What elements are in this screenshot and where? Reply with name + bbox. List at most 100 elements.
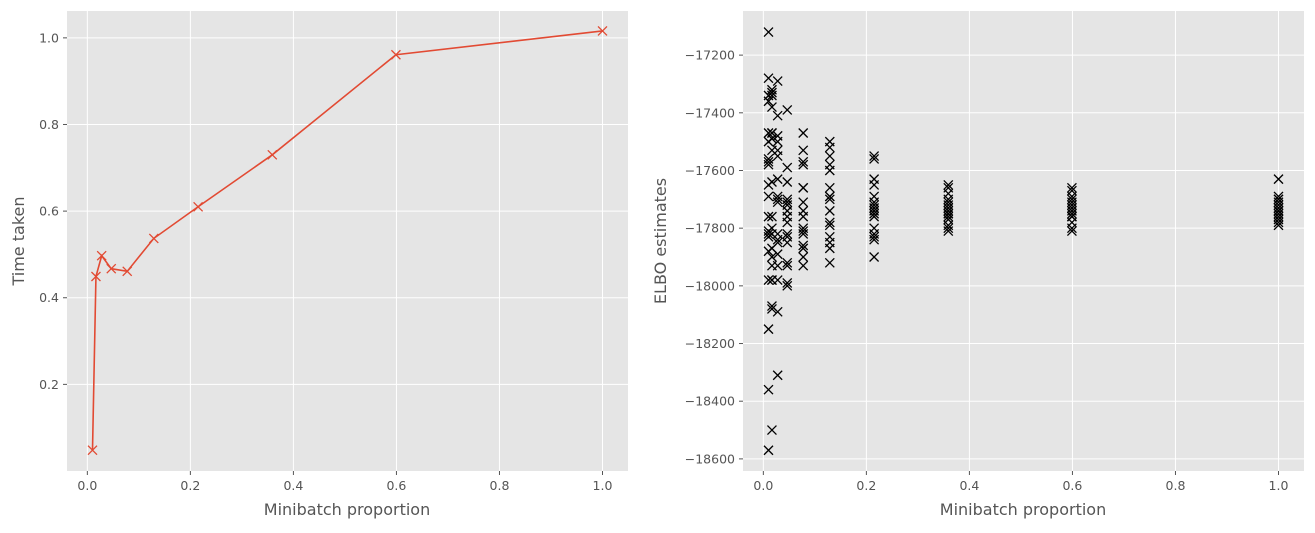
marker-stroke: [782, 177, 793, 187]
y-tick-label: −17200: [685, 48, 735, 63]
y-tick-label: −17400: [685, 105, 735, 120]
marker-stroke: [798, 252, 809, 262]
marker-stroke: [782, 260, 793, 271]
data-point: [772, 151, 783, 162]
marker-stroke: [772, 136, 783, 147]
marker-stroke: [148, 233, 159, 244]
marker-stroke: [597, 25, 608, 36]
data-point: [766, 425, 777, 436]
marker-stroke: [772, 151, 783, 162]
data-point: [763, 96, 774, 107]
data-point: [772, 174, 783, 185]
data-point: [1066, 182, 1077, 193]
data-point: [763, 159, 774, 170]
data-point: [824, 217, 835, 228]
y-tick-label: 0.8: [39, 117, 59, 132]
marker-stroke: [1066, 223, 1077, 234]
x-tick-label: 1.0: [1269, 478, 1289, 493]
x-tick-label: 0.2: [180, 478, 200, 493]
data-point: [782, 280, 793, 291]
data-point: [772, 249, 783, 260]
marker-stroke: [763, 96, 774, 107]
marker-stroke: [824, 194, 835, 205]
plot-area: [743, 11, 1304, 471]
data-point: [798, 145, 809, 156]
marker-stroke: [869, 211, 880, 222]
marker-stroke: [869, 231, 880, 242]
marker-stroke: [766, 252, 777, 262]
data-point: [772, 110, 783, 121]
marker-stroke: [766, 133, 777, 144]
marker-stroke: [943, 179, 954, 190]
data-point: [782, 228, 793, 239]
data-point: [824, 257, 835, 268]
data-point: [798, 211, 809, 222]
data-point: [782, 217, 793, 228]
marker-stroke: [763, 275, 774, 286]
marker-stroke: [869, 208, 880, 219]
data-point: [763, 156, 774, 167]
data-point: [824, 151, 835, 162]
data-point: [772, 237, 783, 248]
marker-stroke: [824, 182, 835, 193]
data-point: [763, 384, 774, 395]
data-point: [763, 275, 774, 286]
data-point: [390, 49, 401, 60]
y-tick-label: −18400: [685, 394, 735, 409]
data-point: [766, 177, 777, 187]
marker-stroke: [772, 197, 783, 208]
marker-stroke: [772, 237, 783, 248]
data-point: [943, 179, 954, 190]
marker-stroke: [943, 211, 954, 222]
data-point: [869, 179, 880, 190]
marker-stroke: [782, 280, 793, 291]
data-point: [824, 182, 835, 193]
marker-stroke: [96, 250, 107, 261]
marker-stroke: [772, 370, 783, 381]
data-point: [782, 177, 793, 187]
data-point: [798, 260, 809, 271]
marker-stroke: [122, 266, 133, 277]
data-point: [869, 252, 880, 262]
marker-stroke: [869, 234, 880, 245]
data-point: [943, 226, 954, 237]
marker-stroke: [824, 243, 835, 254]
data-point: [766, 90, 777, 101]
data-point: [766, 133, 777, 144]
marker-stroke: [766, 177, 777, 187]
data-point: [824, 220, 835, 231]
data-point: [772, 260, 783, 271]
marker-stroke: [798, 211, 809, 222]
data-point: [763, 445, 774, 456]
marker-stroke: [763, 324, 774, 335]
marker-stroke: [106, 263, 117, 274]
data-point: [772, 275, 783, 286]
data-point: [193, 201, 204, 212]
marker-stroke: [782, 162, 793, 173]
marker-stroke: [824, 205, 835, 216]
data-point: [766, 102, 777, 112]
time-taken-chart: Minibatch proportion Time taken 0.0 0.2 0.…: [9, 11, 628, 519]
marker-stroke: [772, 110, 783, 121]
marker-stroke: [267, 149, 278, 160]
marker-stroke: [782, 237, 793, 248]
marker-stroke: [763, 445, 774, 456]
marker-stroke: [766, 303, 777, 314]
marker-stroke: [798, 182, 809, 193]
data-point: [763, 211, 774, 222]
x-tick-label: 0.8: [1166, 478, 1186, 493]
data-point: [772, 76, 783, 87]
marker-stroke: [766, 87, 777, 98]
marker-stroke: [1066, 208, 1077, 219]
data-point: [798, 197, 809, 208]
data-point: [824, 243, 835, 254]
marker-stroke: [824, 257, 835, 268]
y-tick-label: 1.0: [39, 30, 59, 45]
data-point: [763, 191, 774, 202]
marker-stroke: [1273, 174, 1284, 185]
data-point: [766, 211, 777, 222]
marker-stroke: [782, 278, 793, 288]
data-point: [798, 128, 809, 138]
marker-stroke: [772, 249, 783, 260]
